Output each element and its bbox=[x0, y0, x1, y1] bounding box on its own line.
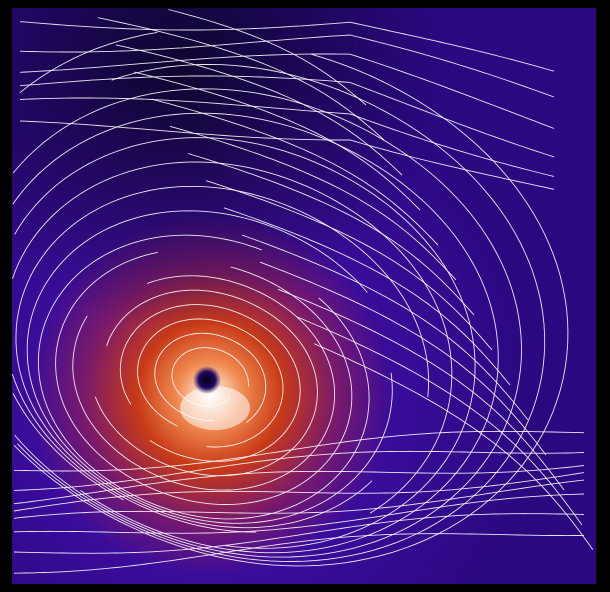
streamline bbox=[313, 343, 594, 550]
streamline bbox=[13, 53, 569, 567]
streamline bbox=[12, 112, 499, 554]
streamline bbox=[223, 207, 511, 386]
streamline bbox=[241, 234, 529, 421]
vortex-eye bbox=[193, 366, 221, 394]
streamline bbox=[19, 31, 158, 94]
streamline bbox=[19, 34, 555, 98]
streamline bbox=[13, 430, 585, 472]
hot-spot bbox=[180, 386, 250, 430]
streamline bbox=[137, 318, 284, 448]
streamline bbox=[154, 332, 267, 423]
streamline bbox=[94, 289, 318, 477]
streamline bbox=[13, 533, 585, 574]
streamline bbox=[19, 53, 555, 129]
streamline bbox=[13, 465, 585, 505]
streamline bbox=[11, 373, 257, 533]
streamline bbox=[13, 472, 585, 512]
streamline bbox=[72, 275, 336, 491]
streamline bbox=[15, 185, 430, 529]
field-dark-region bbox=[12, 8, 596, 584]
streamline bbox=[119, 304, 301, 462]
streamline bbox=[13, 450, 585, 491]
streamline bbox=[168, 9, 367, 106]
streamline bbox=[205, 180, 493, 351]
streamline bbox=[17, 63, 546, 562]
streamline bbox=[187, 153, 475, 316]
streamline bbox=[13, 479, 585, 519]
streamline bbox=[295, 316, 583, 526]
streamline bbox=[97, 17, 385, 141]
streamline bbox=[115, 44, 403, 176]
streamline bbox=[19, 120, 555, 190]
streamline bbox=[13, 513, 585, 554]
streamlines bbox=[11, 9, 594, 574]
streamline bbox=[12, 88, 522, 558]
streamline bbox=[169, 125, 457, 281]
streamline bbox=[19, 21, 555, 72]
streamline bbox=[19, 97, 555, 177]
streamline bbox=[151, 98, 439, 246]
streamline bbox=[12, 393, 124, 501]
streamline bbox=[133, 71, 421, 211]
streamline bbox=[259, 261, 547, 456]
streamline bbox=[12, 161, 453, 514]
streamline bbox=[277, 288, 565, 491]
streamline bbox=[19, 75, 555, 158]
streamline bbox=[171, 347, 250, 407]
streamline bbox=[26, 210, 393, 524]
streamline bbox=[13, 493, 585, 534]
